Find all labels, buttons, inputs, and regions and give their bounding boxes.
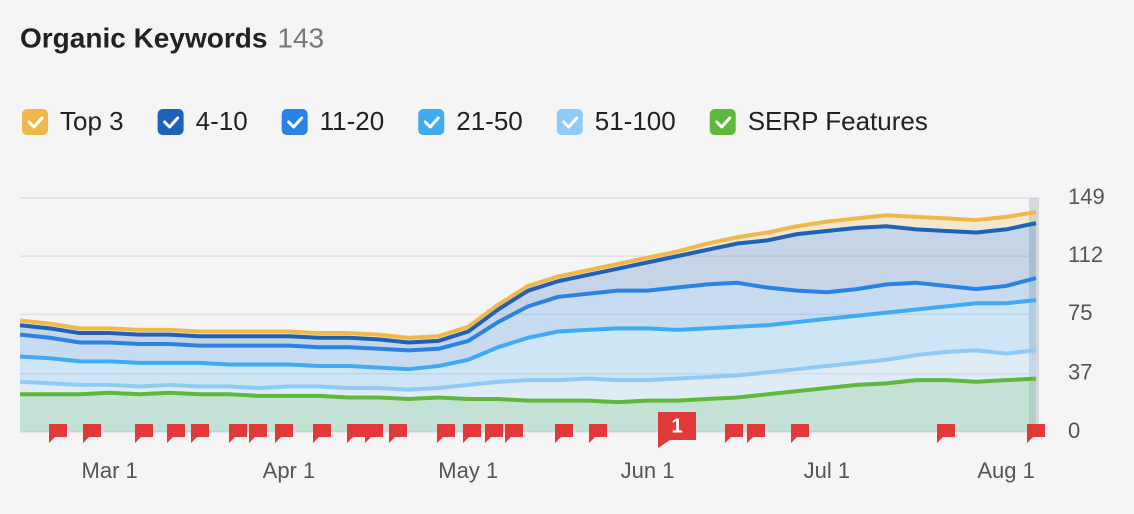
legend-checkbox[interactable] bbox=[556, 109, 583, 135]
legend-item[interactable]: SERP Features bbox=[709, 106, 928, 136]
legend-checkbox[interactable] bbox=[22, 109, 48, 135]
legend-label: SERP Features bbox=[748, 106, 928, 136]
legend-check bbox=[562, 116, 579, 129]
legend-label: 4-10 bbox=[196, 106, 248, 136]
event-flags: 1 bbox=[49, 412, 1045, 448]
legend-check bbox=[27, 116, 44, 129]
plot-area bbox=[19, 197, 1040, 433]
x-tick-label: Mar 1 bbox=[82, 458, 138, 483]
event-flag[interactable] bbox=[937, 424, 955, 443]
event-flag[interactable] bbox=[249, 424, 267, 443]
legend-label: 51-100 bbox=[595, 106, 676, 136]
series-line bbox=[19, 210, 1037, 340]
area-fill bbox=[20, 223, 1036, 351]
x-tick-label: Aug 1 bbox=[977, 458, 1035, 483]
event-flag[interactable] bbox=[83, 424, 101, 443]
event-flag[interactable] bbox=[555, 424, 573, 443]
x-tick-label: May 1 bbox=[438, 458, 498, 483]
event-flag[interactable] bbox=[485, 424, 503, 443]
event-flag[interactable] bbox=[1027, 424, 1045, 443]
event-flag[interactable] bbox=[167, 424, 185, 443]
event-flag[interactable] bbox=[365, 424, 383, 443]
event-flag[interactable] bbox=[135, 424, 153, 443]
event-flag[interactable] bbox=[791, 424, 809, 443]
area-fill bbox=[20, 378, 1036, 432]
event-flag[interactable] bbox=[389, 424, 407, 443]
event-count: 1 bbox=[671, 415, 682, 437]
legend-label: Top 3 bbox=[60, 106, 124, 136]
area-fill bbox=[20, 300, 1036, 390]
legend-checkbox[interactable] bbox=[418, 109, 445, 135]
event-flag[interactable] bbox=[275, 424, 293, 443]
y-tick-label: 0 bbox=[1068, 418, 1080, 443]
series-line bbox=[19, 276, 1037, 353]
legend-checkbox[interactable] bbox=[281, 109, 308, 135]
legend-check bbox=[163, 116, 180, 129]
legend-check bbox=[715, 116, 732, 129]
x-tick-label: Jun 1 bbox=[621, 458, 675, 483]
y-tick-label: 112 bbox=[1068, 242, 1103, 267]
legend-label: 11-20 bbox=[320, 106, 385, 136]
series-line bbox=[19, 298, 1037, 372]
x-tick-label: Jul 1 bbox=[804, 458, 850, 483]
series-line bbox=[20, 376, 1037, 405]
series-line bbox=[19, 348, 1037, 392]
event-flag[interactable] bbox=[747, 424, 765, 443]
event-flag[interactable] bbox=[191, 424, 209, 443]
y-tick-label: 75 bbox=[1068, 300, 1092, 325]
chart-title: Organic Keywords bbox=[20, 22, 267, 53]
event-flag[interactable] bbox=[437, 424, 455, 443]
event-flag[interactable] bbox=[463, 424, 481, 443]
legend-check bbox=[287, 116, 304, 129]
series-line bbox=[19, 221, 1037, 345]
event-flag[interactable] bbox=[229, 424, 247, 443]
y-tick-label: 149 bbox=[1068, 184, 1105, 209]
legend-checkbox[interactable] bbox=[709, 109, 736, 135]
event-flag-large[interactable] bbox=[658, 412, 696, 448]
current-period-shade bbox=[1029, 198, 1039, 432]
legend-item[interactable]: 51-100 bbox=[556, 106, 676, 136]
x-tick-label: Apr 1 bbox=[263, 458, 316, 483]
event-flag[interactable] bbox=[725, 424, 743, 443]
event-flag[interactable] bbox=[313, 424, 331, 443]
legend-item[interactable]: Top 3 bbox=[22, 106, 124, 136]
legend-label: 21-50 bbox=[456, 106, 523, 136]
event-flag[interactable] bbox=[505, 424, 523, 443]
keyword-count: 143 bbox=[277, 22, 324, 53]
event-flag[interactable] bbox=[347, 424, 365, 443]
y-tick-label: 37 bbox=[1068, 360, 1092, 385]
legend-item[interactable]: 4-10 bbox=[157, 106, 248, 136]
legend-checkbox[interactable] bbox=[157, 109, 184, 135]
event-flag[interactable] bbox=[589, 424, 607, 443]
legend-item[interactable]: 21-50 bbox=[418, 106, 523, 136]
event-flag[interactable] bbox=[49, 424, 67, 443]
legend-item[interactable]: 11-20 bbox=[281, 106, 385, 136]
legend-check bbox=[423, 116, 440, 129]
